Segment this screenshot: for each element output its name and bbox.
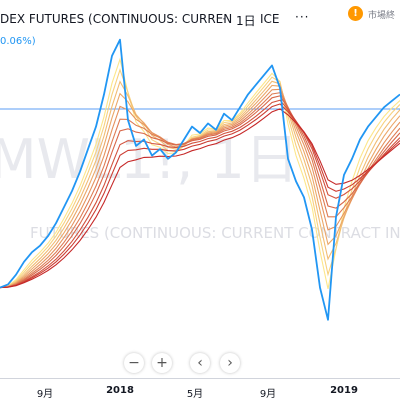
- header-separator-2: ·: [251, 12, 255, 26]
- more-icon[interactable]: ···: [295, 10, 310, 24]
- x-axis-label: 9月: [259, 389, 277, 400]
- watermark-description: FUTURES (CONTINUOUS: CURRENT CONTRACT IN…: [30, 224, 400, 242]
- ma-ribbon-line: [0, 108, 400, 289]
- market-status-text: 市場終: [368, 11, 396, 21]
- header-separator: ·: [222, 12, 226, 26]
- percent-change: 0.06%): [0, 36, 36, 47]
- interval-label[interactable]: 1日: [236, 14, 256, 28]
- x-axis-label: 2018: [106, 385, 134, 396]
- x-axis-label: 2019: [330, 385, 358, 396]
- ma-ribbon-line: [0, 103, 400, 289]
- watermark-symbol: MWL1!, 1日: [0, 128, 299, 191]
- exchange-label[interactable]: ICE: [260, 12, 280, 26]
- market-status-icon[interactable]: !: [348, 6, 363, 21]
- symbol-title[interactable]: DEX FUTURES (CONTINUOUS: CURREN: [0, 12, 233, 26]
- ma-ribbon-line: [0, 99, 400, 289]
- ma-ribbon-line: [0, 92, 400, 289]
- price-line: [0, 38, 400, 321]
- ma-ribbon-line: [0, 88, 400, 289]
- time-axis[interactable]: 9月 2018 5月 9月 2019: [0, 378, 400, 401]
- symbol-header[interactable]: DEX FUTURES (CONTINUOUS: CURREN · 1日 · I…: [0, 10, 400, 32]
- zoom-out-button[interactable]: −: [124, 353, 144, 373]
- x-axis-label: 5月: [186, 389, 204, 400]
- scroll-right-button[interactable]: ›: [220, 353, 240, 373]
- ma-ribbon-line: [0, 95, 400, 289]
- zoom-in-button[interactable]: +: [152, 353, 172, 373]
- scroll-left-button[interactable]: ‹: [190, 353, 210, 373]
- x-axis-label: 9月: [36, 389, 54, 400]
